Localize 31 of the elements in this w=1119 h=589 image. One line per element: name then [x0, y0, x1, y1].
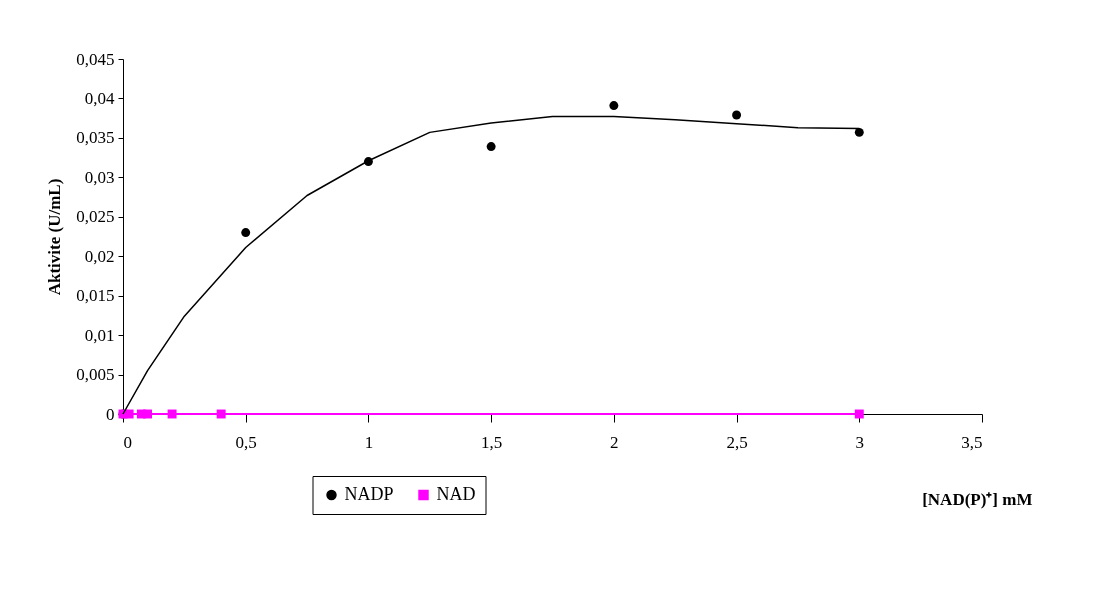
point — [609, 101, 619, 111]
x-tick-label: 3 — [855, 432, 865, 452]
legend-label: NADP — [344, 484, 394, 504]
y-tick-label: 0,04 — [84, 88, 115, 108]
y-tick-label: 0,015 — [76, 286, 115, 306]
x-tick-label: 1 — [364, 432, 374, 452]
legend-label: NAD — [436, 484, 476, 504]
x-tick-label: 0 — [123, 432, 132, 452]
point — [143, 409, 153, 419]
y-tick-label: 0,045 — [76, 49, 115, 69]
y-tick-label: 0,035 — [76, 128, 115, 148]
y-axis-title: Aktivite (U/mL) — [45, 178, 65, 296]
point — [732, 110, 742, 120]
y-tick-label: 0 — [106, 404, 115, 424]
y-tick-label: 0,01 — [84, 325, 115, 345]
point — [854, 127, 864, 137]
point — [216, 409, 226, 419]
point — [241, 228, 251, 238]
point — [486, 142, 496, 152]
x-tick-label: 3,5 — [961, 432, 983, 452]
x-tick-label: 2,5 — [726, 432, 748, 452]
y-tick-label: 0,02 — [84, 246, 115, 266]
point — [167, 409, 177, 419]
x-tick-label: 1,5 — [481, 432, 503, 452]
x-tick-label: 2 — [610, 432, 619, 452]
y-tick-label: 0,005 — [76, 365, 115, 385]
x-tick-label: 0,5 — [235, 432, 257, 452]
y-tick-label: 0,03 — [84, 167, 115, 187]
y-tick-label: 0,025 — [76, 207, 115, 227]
x-axis-title: [NAD(P)⁺] mM — [922, 489, 1033, 509]
point — [854, 409, 864, 419]
